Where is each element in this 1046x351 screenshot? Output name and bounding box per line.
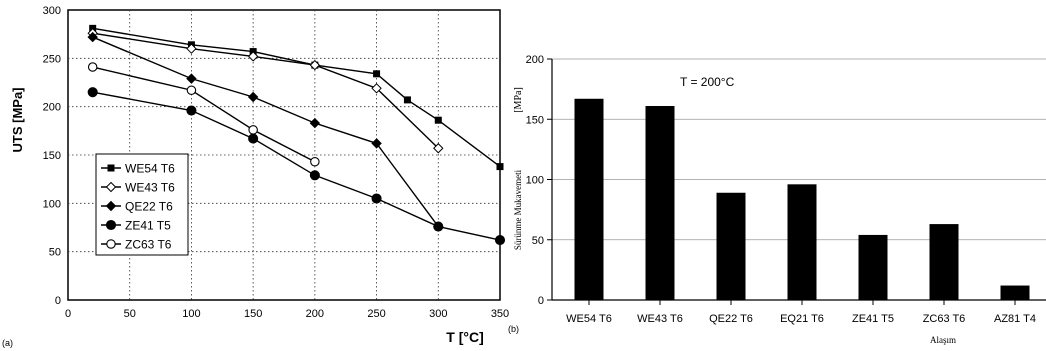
y-tick-label: 200 bbox=[526, 54, 544, 66]
panel-label-a: (a) bbox=[2, 338, 13, 348]
x-tick-label: 350 bbox=[491, 308, 509, 320]
legend-marker bbox=[107, 164, 115, 172]
series-group bbox=[87, 24, 506, 246]
axis-ticks: 0 50 100 150 200 WE54 T6 WE43 T6 QE22 T6 EQ21 T6… bbox=[526, 54, 1036, 325]
legend-marker bbox=[106, 239, 116, 249]
legend-label: ZC63 T6 bbox=[125, 238, 172, 252]
data-point bbox=[496, 163, 504, 171]
bars-group bbox=[574, 98, 1030, 301]
x-tick-label: QE22 T6 bbox=[709, 313, 753, 325]
series-line bbox=[92, 36, 439, 227]
y-tick-label: 300 bbox=[43, 5, 61, 17]
x-tick-label: ZC63 T6 bbox=[923, 313, 966, 325]
y-tick-label: 0 bbox=[538, 295, 544, 307]
legend-marker bbox=[105, 181, 117, 193]
data-point bbox=[309, 59, 321, 71]
bar bbox=[716, 192, 746, 300]
bar bbox=[1000, 285, 1030, 300]
data-point bbox=[186, 105, 197, 116]
y-tick-label: 150 bbox=[526, 114, 544, 126]
data-point bbox=[371, 193, 382, 204]
data-point bbox=[186, 85, 197, 95]
data-point bbox=[87, 31, 98, 43]
x-tick-label: WE43 T6 bbox=[637, 313, 683, 325]
x-axis-label: T [°C] bbox=[446, 329, 483, 345]
line-chart-panel: 0 50 100 150 200 250 300 350050100150200250300 … bbox=[2, 5, 509, 348]
series-line bbox=[92, 66, 316, 163]
y-axis-unit: [MPa] bbox=[513, 87, 524, 113]
y-tick-label: 150 bbox=[43, 150, 61, 162]
data-point bbox=[310, 157, 320, 167]
series bbox=[87, 87, 506, 246]
legend-label: ZE41 T5 bbox=[125, 219, 171, 233]
bar bbox=[929, 224, 959, 300]
y-tick-label: 200 bbox=[43, 102, 61, 114]
y-tick-label: 50 bbox=[49, 247, 61, 259]
x-tick-label: 0 bbox=[65, 308, 71, 320]
y-tick-label: 0 bbox=[55, 295, 61, 307]
data-point bbox=[87, 87, 98, 98]
bar bbox=[645, 105, 675, 301]
y-axis-label: Sürünme Mukavemeti bbox=[513, 169, 523, 250]
data-point bbox=[186, 43, 197, 54]
data-point bbox=[371, 83, 382, 94]
temperature-annotation: T = 200°C bbox=[680, 75, 735, 89]
data-point bbox=[309, 170, 320, 181]
data-point bbox=[309, 117, 321, 129]
x-axis-label: Alaşım bbox=[930, 335, 956, 345]
bar bbox=[858, 234, 888, 300]
data-point bbox=[403, 96, 411, 104]
data-point bbox=[248, 125, 258, 135]
series bbox=[87, 31, 444, 232]
legend-label: WE54 T6 bbox=[125, 162, 175, 176]
legend: WE54 T6 WE43 T6 QE22 T6 ZE41 T5 ZC63 T6 bbox=[95, 153, 189, 256]
data-point bbox=[433, 221, 444, 232]
bar-chart-panel: 0 50 100 150 200 WE54 T6 WE43 T6 QE22 T6 EQ21 T6… bbox=[508, 54, 1046, 345]
x-tick-label: 250 bbox=[367, 308, 385, 320]
x-tick-label: 50 bbox=[124, 308, 136, 320]
bar bbox=[787, 184, 817, 300]
legend-marker bbox=[105, 200, 117, 212]
series-line bbox=[92, 27, 501, 168]
data-point bbox=[371, 138, 382, 149]
y-axis-label: UTS [MPa] bbox=[10, 88, 25, 153]
y-tick-label: 250 bbox=[43, 53, 61, 65]
series bbox=[87, 27, 444, 154]
bar bbox=[574, 98, 604, 300]
x-tick-label: 150 bbox=[244, 308, 262, 320]
x-tick-label: EQ21 T6 bbox=[780, 313, 824, 325]
x-tick-label: 200 bbox=[306, 308, 324, 320]
series-line bbox=[92, 32, 439, 149]
data-point bbox=[87, 62, 98, 72]
series bbox=[87, 62, 320, 167]
y-tick-label: 100 bbox=[43, 198, 61, 210]
data-point bbox=[433, 143, 444, 154]
data-point bbox=[247, 51, 259, 62]
axis-ticks: 0 50 100 150 200 250 300 350 0 50 100 150 200 250 300 bbox=[43, 5, 510, 320]
data-point bbox=[434, 116, 442, 124]
x-tick-label: WE54 T6 bbox=[566, 313, 612, 325]
data-point bbox=[186, 73, 197, 84]
panel-label-b: (b) bbox=[508, 324, 519, 334]
y-tick-label: 100 bbox=[526, 175, 544, 187]
data-point bbox=[494, 235, 506, 246]
x-tick-label: 300 bbox=[429, 308, 447, 320]
x-tick-label: AZ81 T4 bbox=[994, 313, 1036, 325]
data-point bbox=[248, 133, 259, 144]
legend-marker bbox=[105, 219, 117, 231]
y-tick-label: 50 bbox=[532, 235, 544, 247]
legend-label: WE43 T6 bbox=[125, 181, 175, 195]
x-tick-label: ZE41 T5 bbox=[852, 313, 894, 325]
x-tick-label: 100 bbox=[182, 308, 200, 320]
legend-label: QE22 T6 bbox=[125, 200, 173, 214]
data-point bbox=[373, 70, 381, 78]
data-point bbox=[247, 91, 259, 103]
